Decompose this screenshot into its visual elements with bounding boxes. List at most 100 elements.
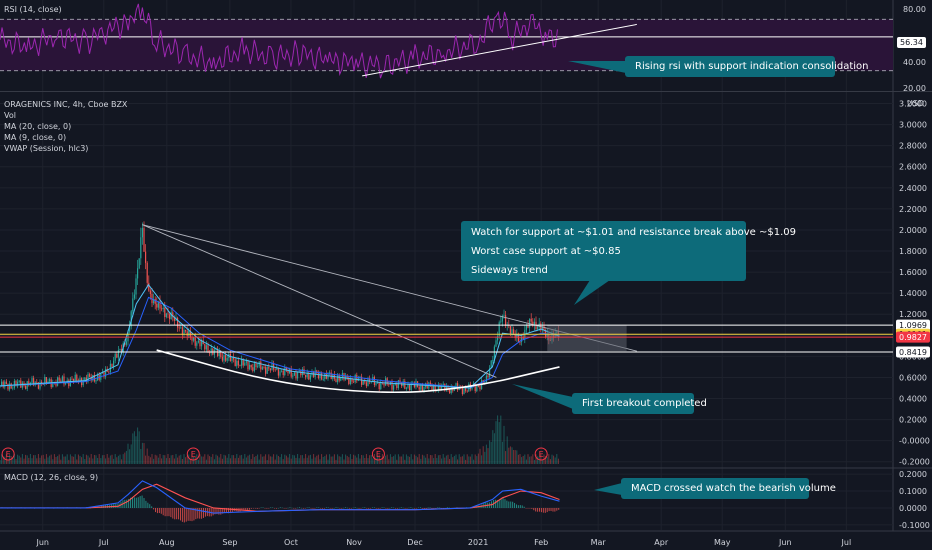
volume-bar [234, 458, 236, 464]
ma20-legend[interactable]: MA (20, close, 0) [4, 122, 72, 131]
volume-bar [487, 448, 489, 464]
x-tick-label: Feb [534, 538, 548, 547]
macd-legend[interactable]: MACD (12, 26, close, 9) [4, 473, 99, 482]
volume-bar [479, 448, 481, 464]
volume-bar [247, 455, 249, 464]
volume-bar [85, 454, 87, 464]
candle-body [423, 387, 425, 392]
volume-bar [385, 455, 387, 464]
volume-bar [58, 454, 60, 464]
volume-bar [197, 459, 199, 464]
volume-bar [122, 454, 124, 464]
macd-histogram-bar [425, 507, 427, 509]
volume-bar [66, 454, 68, 464]
volume-bar [237, 457, 239, 464]
volume-bar [455, 454, 457, 464]
ma9-legend[interactable]: MA (9, close, 0) [4, 133, 67, 142]
macd-histogram-bar [179, 507, 181, 521]
volume-bar [149, 457, 151, 464]
macd-histogram-bar [231, 507, 233, 512]
macd-histogram-bar [260, 507, 262, 508]
volume-bar [332, 456, 334, 464]
volume-bar [169, 458, 171, 464]
volume-bar [282, 459, 284, 464]
candle-body [49, 379, 51, 382]
volume-bar [263, 456, 265, 464]
volume-bar [425, 457, 427, 464]
volume-bar [34, 455, 36, 464]
volume-bar [233, 455, 235, 464]
candle-body [533, 321, 535, 326]
macd-histogram-bar [279, 507, 281, 508]
candle-body [375, 382, 377, 385]
volume-bar [50, 454, 52, 464]
candle-body [449, 389, 451, 394]
candle-body [340, 377, 342, 381]
volume-bar [370, 455, 372, 464]
volume-bar [351, 458, 353, 464]
volume-bar [421, 454, 423, 464]
macd-histogram-bar [537, 507, 539, 512]
macd-histogram-bar [270, 507, 272, 508]
rsi-legend: RSI (14, close) [4, 5, 62, 14]
volume-bar [12, 457, 14, 464]
volume-bar [537, 456, 539, 464]
volume-bar [420, 458, 422, 464]
candle-body [436, 390, 438, 392]
earnings-marker-label-0: E [6, 450, 11, 459]
volume-bar [93, 454, 95, 464]
candle-body [309, 375, 311, 380]
macd-histogram-bar [291, 507, 293, 509]
earnings-marker-label-1: E [191, 450, 196, 459]
candle-body [84, 377, 86, 381]
volume-bar [63, 456, 65, 464]
volume-bar [431, 455, 433, 464]
vwap-legend[interactable]: VWAP (Session, hlc3) [4, 144, 89, 153]
symbol-legend[interactable]: ORAGENICS INC, 4h, Cboe BZX [4, 100, 128, 109]
volume-bar [269, 456, 271, 464]
volume-bar [482, 446, 484, 464]
candle-body [218, 351, 220, 356]
volume-bar [404, 459, 406, 464]
macd-histogram-bar [155, 507, 157, 513]
volume-bar [509, 446, 511, 464]
macd-histogram-bar [341, 507, 343, 509]
macd-histogram-bar [204, 507, 206, 517]
price-tick-label: 2.2000 [899, 205, 927, 214]
macd-histogram-bar [289, 507, 291, 508]
candle-body [223, 354, 225, 361]
volume-bar [90, 454, 92, 464]
volume-bar [546, 457, 548, 464]
candle-body [140, 237, 142, 259]
volume-bar [353, 454, 355, 464]
level-tag-bg-2 [896, 331, 930, 343]
candle-body [282, 370, 284, 376]
volume-bar [359, 458, 361, 464]
volume-bar [365, 454, 367, 464]
macd-histogram-bar [158, 507, 160, 514]
vol-legend[interactable]: Vol [4, 111, 16, 120]
volume-bar [205, 459, 207, 464]
volume-bar [412, 459, 414, 464]
candle-body [133, 294, 135, 299]
candle-body [65, 382, 67, 385]
volume-bar [361, 454, 363, 464]
volume-bar [369, 455, 371, 464]
candle-body [513, 329, 515, 334]
volume-bar [428, 458, 430, 464]
volume-bar [177, 457, 179, 464]
macd-histogram-bar [402, 507, 404, 509]
macd-histogram-bar [218, 507, 220, 515]
volume-bar [484, 451, 486, 464]
macd-histogram-bar [312, 507, 314, 509]
volume-bar [4, 456, 6, 464]
volume-bar [492, 430, 494, 464]
volume-bar [111, 454, 113, 464]
macd-histogram-bar [105, 504, 107, 508]
macd-histogram-bar [370, 507, 372, 509]
macd-histogram-bar [498, 499, 500, 508]
volume-bar [81, 457, 83, 464]
macd-tick-label: -0.1000 [899, 521, 930, 530]
macd-histogram-bar [345, 507, 347, 508]
